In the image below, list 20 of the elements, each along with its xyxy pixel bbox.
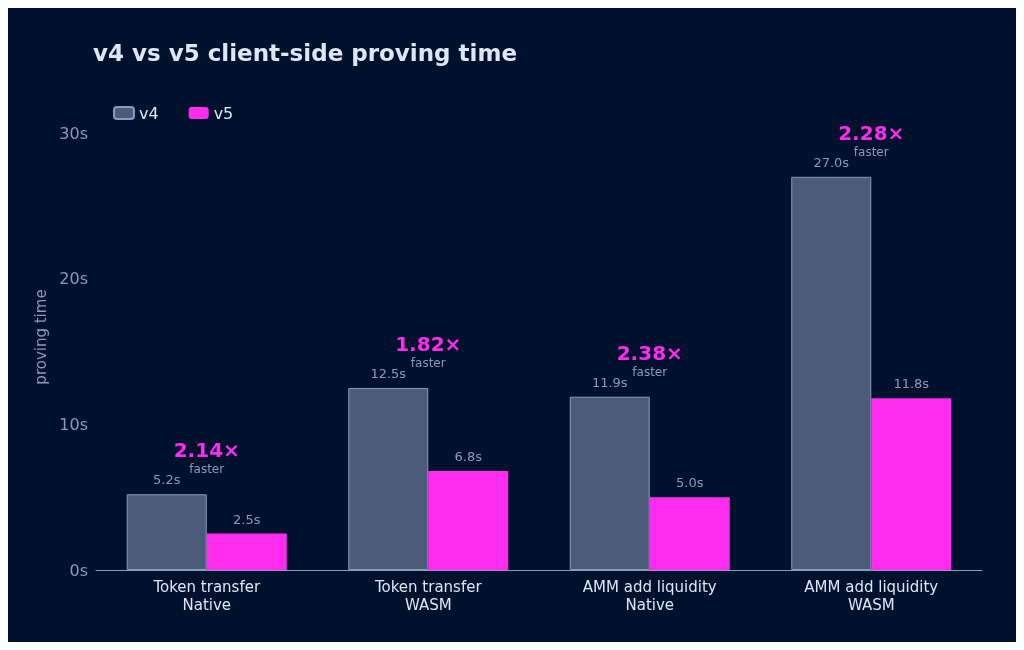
data-label: 5.0s <box>676 475 704 491</box>
x-tick-label: Token transfer Native <box>152 578 261 614</box>
x-tick-label: Token transfer WASM <box>373 578 483 614</box>
y-tick-label: 0s <box>69 560 88 580</box>
data-label: 2.5s <box>233 511 261 527</box>
legend-label: v4 <box>139 103 159 123</box>
y-tick-label: 10s <box>59 414 88 434</box>
data-label: 6.8s <box>454 448 483 464</box>
y-tick-label: 30s <box>59 123 88 143</box>
legend-label: v5 <box>213 103 234 123</box>
bar <box>428 470 509 570</box>
bar <box>649 497 730 570</box>
x-tick-label: AMM add liquidity Native <box>582 578 717 614</box>
y-axis-title: proving time <box>31 289 50 385</box>
data-label: 11.8s <box>893 376 930 392</box>
y-tick-label: 20s <box>59 269 88 289</box>
x-tick-label: AMM add liquidity WASM <box>804 578 939 614</box>
chart-title: v4 vs v5 client-side proving time <box>93 39 518 66</box>
bar <box>871 398 952 570</box>
bar <box>206 533 287 570</box>
